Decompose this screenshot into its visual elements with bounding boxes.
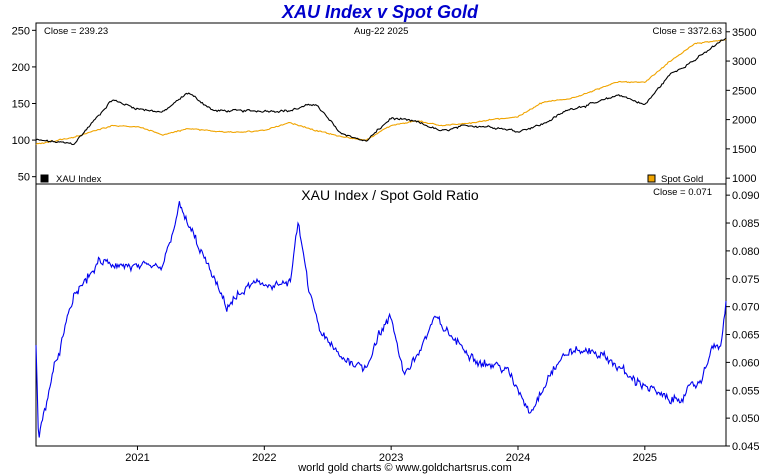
xau-close-label: Close = 239.23 (44, 26, 108, 37)
ratio-axis: 0.045 0.050 0.055 0.060 0.065 0.070 0.075 0.080… (726, 190, 760, 453)
right-axis-tick-label: 3500 (732, 27, 756, 39)
gold-close-label: Close = 3372.63 (653, 26, 722, 37)
x-axis-tick-label: 2023 (379, 452, 403, 464)
gold-legend-swatch (647, 174, 656, 183)
ratio-panel: XAU Index / Spot Gold Ratio Close = 0.07… (35, 183, 760, 464)
ratio-close-label: Close = 0.071 (653, 187, 712, 198)
footer-credit: world gold charts © www.goldchartsrus.co… (298, 462, 512, 474)
top-right-axis: 1000 1500 2000 2500 3000 3500 (726, 27, 756, 185)
x-axis-tick-label: 2022 (252, 452, 276, 464)
left-axis-tick-label: 200 (12, 62, 30, 74)
top-panel: Close = 239.23 Aug-22 2025 Close = 3372.… (12, 22, 756, 185)
top-panel-frame (35, 22, 727, 185)
right-axis-tick-label: 1000 (732, 173, 756, 185)
left-axis-tick-label: 100 (12, 135, 30, 147)
chart-title: XAU Index v Spot Gold (281, 2, 478, 22)
left-axis-tick-label: 250 (12, 25, 30, 37)
x-axis-tick-label: 2021 (125, 452, 149, 464)
ratio-axis-tick-label: 0.075 (732, 274, 760, 286)
left-axis-tick-label: 50 (18, 172, 30, 184)
ratio-axis-tick-label: 0.070 (732, 302, 760, 314)
date-label: Aug-22 2025 (354, 26, 408, 37)
right-axis-tick-label: 3000 (732, 56, 756, 68)
ratio-axis-tick-label: 0.060 (732, 357, 760, 369)
ratio-axis-tick-label: 0.080 (732, 246, 760, 258)
spot-gold-line (35, 38, 727, 145)
right-axis-tick-label: 1500 (732, 144, 756, 156)
ratio-axis-tick-label: 0.085 (732, 218, 760, 230)
xau-legend-label: XAU Index (56, 174, 102, 185)
ratio-axis-tick-label: 0.050 (732, 413, 760, 425)
ratio-title: XAU Index / Spot Gold Ratio (301, 187, 479, 203)
x-axis-tick-label: 2024 (506, 452, 530, 464)
ratio-axis-tick-label: 0.065 (732, 330, 760, 342)
right-axis-tick-label: 2500 (732, 85, 756, 97)
xau-index-line (35, 37, 727, 146)
left-axis-tick-label: 150 (12, 99, 30, 111)
x-axis: 2021 2022 2023 2024 2025 (125, 446, 657, 464)
right-axis-tick-label: 2000 (732, 115, 756, 127)
gold-legend-label: Spot Gold (661, 174, 703, 185)
ratio-panel-frame (35, 183, 727, 447)
ratio-line (35, 201, 727, 438)
x-axis-tick-label: 2025 (633, 452, 657, 464)
xau-legend-swatch (40, 174, 49, 183)
ratio-axis-tick-label: 0.055 (732, 385, 760, 397)
ratio-axis-tick-label: 0.045 (732, 441, 760, 453)
top-left-axis: 50 100 150 200 250 (12, 25, 36, 184)
ratio-axis-tick-label: 0.090 (732, 190, 760, 202)
